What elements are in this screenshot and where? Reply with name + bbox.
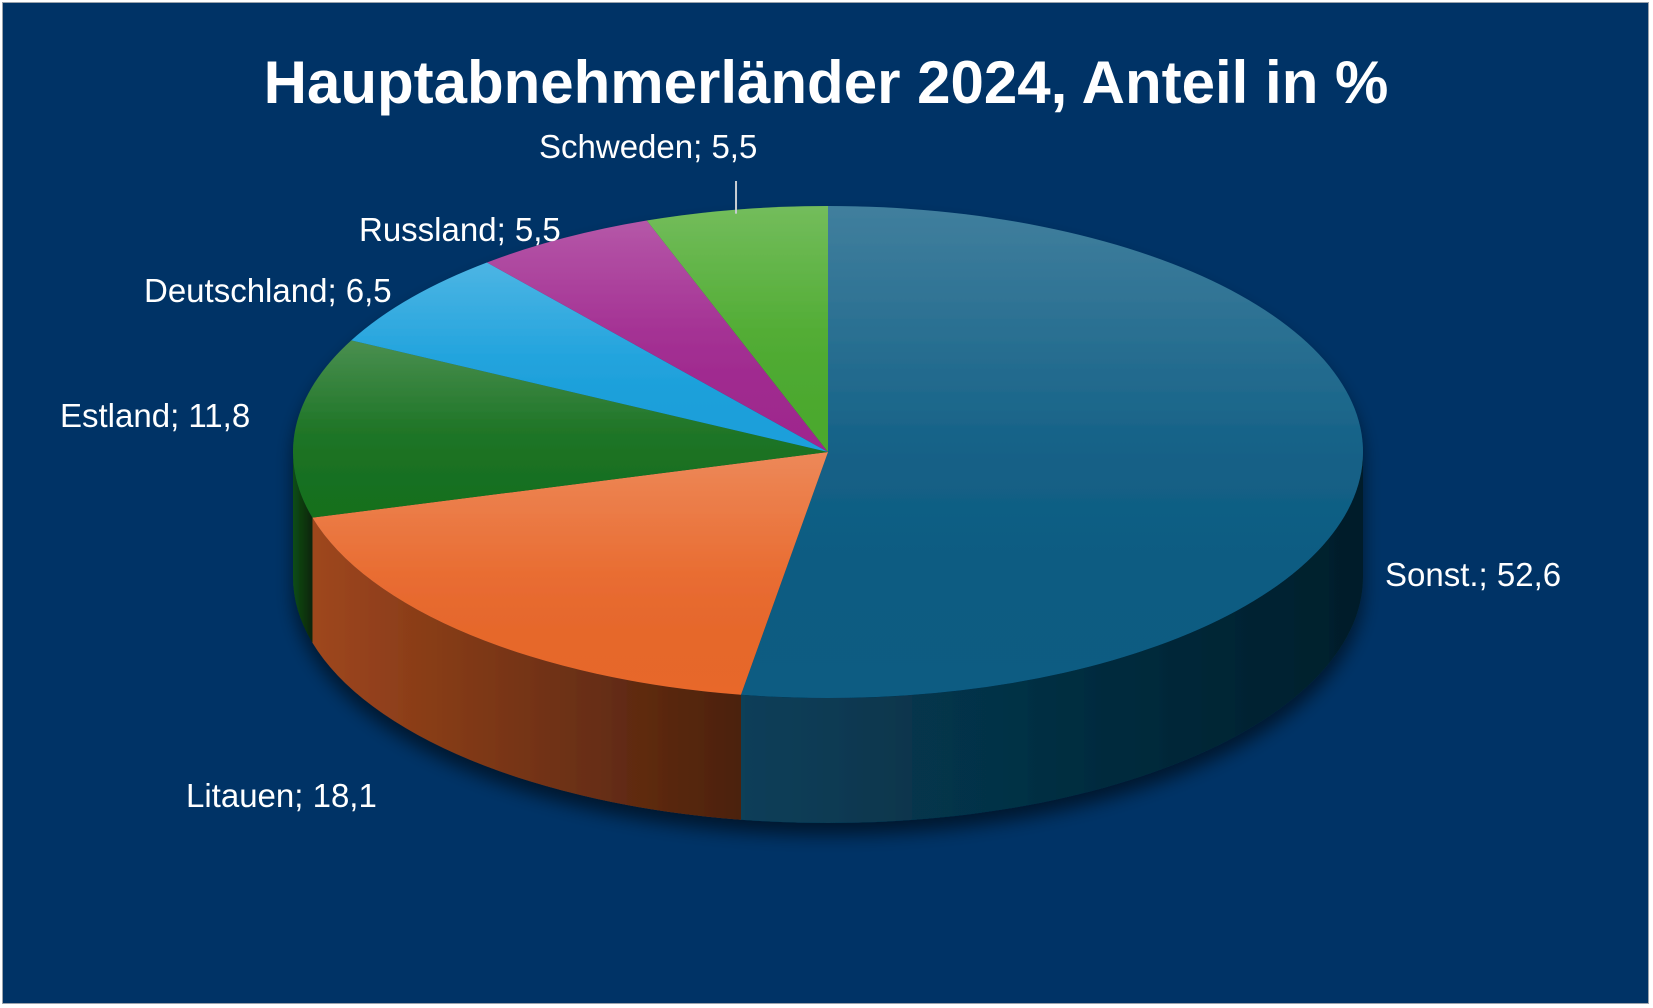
pie-slice-highlight xyxy=(646,206,828,452)
pie-chart: Hauptabnehmerländer 2024, Anteil in % So… xyxy=(60,49,1561,823)
data-label-litauen: Litauen; 18,1 xyxy=(186,777,377,814)
pie-slice-highlight xyxy=(351,262,828,452)
pie-side-shade xyxy=(312,517,741,820)
pie-slice-highlight xyxy=(312,452,828,695)
chart-title: Hauptabnehmerländer 2024, Anteil in % xyxy=(264,49,1389,116)
pie-slices xyxy=(293,205,1364,823)
data-label-estland: Estland; 11,8 xyxy=(60,397,250,434)
data-label-schweden: Schweden; 5,5 xyxy=(539,128,757,165)
pie-side-shade xyxy=(293,452,313,643)
pie-side-shade xyxy=(740,452,1363,823)
slice-labels: Sonst.; 52,6 Litauen; 18,1 Estland; 11,8 De… xyxy=(60,128,1561,814)
pie-slice-highlight xyxy=(293,340,828,518)
pie-slice-highlight xyxy=(486,220,828,452)
pie-slice-highlight xyxy=(740,205,1364,698)
pie-top-faces xyxy=(293,205,1364,698)
data-label-sonst-: Sonst.; 52,6 xyxy=(1385,556,1561,593)
data-label-russland: Russland; 5,5 xyxy=(359,211,561,248)
pie-side-walls xyxy=(293,452,1363,823)
data-label-deutschland: Deutschland; 6,5 xyxy=(144,272,392,309)
